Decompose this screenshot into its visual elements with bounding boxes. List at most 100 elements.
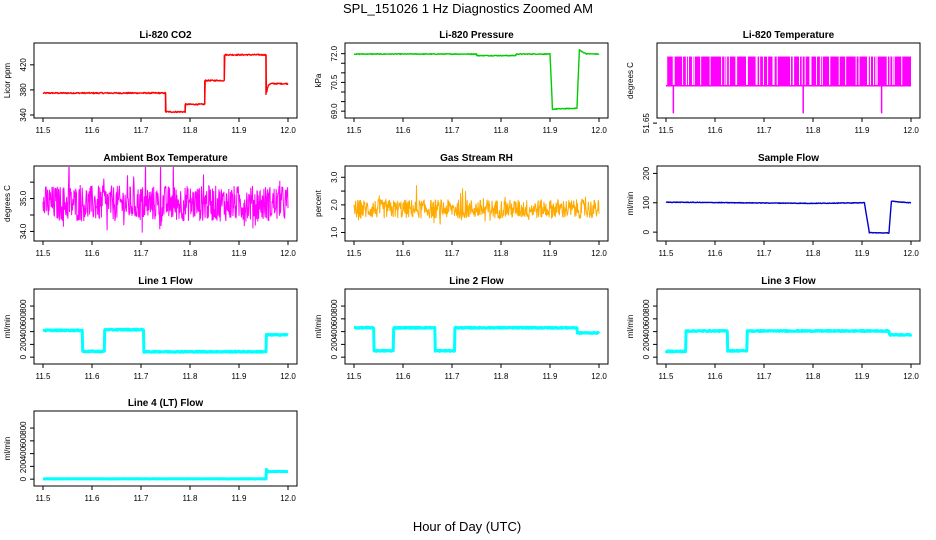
series-line: [42, 468, 289, 481]
y-axis-label: kPa: [314, 73, 323, 87]
series-line: [42, 53, 289, 114]
x-tick-label: 12.0: [591, 249, 607, 258]
x-tick-label: 11.9: [543, 372, 559, 381]
y-tick-label: 420: [19, 58, 28, 72]
x-tick-label: 11.8: [183, 249, 199, 258]
x-tick-label: 11.8: [806, 372, 822, 381]
panel-title: Li-820 Pressure: [439, 30, 514, 41]
y-tick-label: 400: [330, 324, 339, 338]
x-tick-label: 11.8: [494, 126, 510, 135]
x-tick-label: 11.5: [36, 249, 52, 258]
y-tick-label: 69.0: [330, 103, 339, 119]
x-tick-label: 11.7: [757, 249, 773, 258]
x-tick-label: 11.5: [36, 126, 52, 135]
y-tick-label: 0: [19, 354, 28, 359]
x-tick-label: 11.8: [806, 249, 822, 258]
y-tick-label: 600: [19, 312, 28, 326]
chart-panel-9: Line 4 (LT) Flow 11.5 11.6 11.7 11.8 11.9 12.0…: [3, 398, 298, 503]
y-tick-label: 100: [642, 196, 651, 210]
x-tick-label: 11.9: [232, 494, 248, 503]
x-tick-label: 11.7: [134, 494, 150, 503]
series-line: [353, 325, 601, 353]
chart-panel-5: Sample Flow 11.5 11.6 11.7 11.8 11.9 12.0 0 100 2…: [626, 153, 921, 258]
x-tick-label: 12.0: [903, 249, 919, 258]
x-tick-label: 11.5: [36, 372, 52, 381]
y-tick-label: 340: [19, 108, 28, 122]
y-axis-label: ml/min: [626, 192, 635, 216]
figure-xlabel: Hour of Day (UTC): [413, 519, 521, 534]
plot-frame: [344, 42, 609, 119]
plot-frame: [344, 165, 609, 242]
x-tick-label: 11.8: [183, 372, 199, 381]
x-tick-label: 11.6: [85, 126, 101, 135]
y-axis-label: ml/min: [3, 437, 12, 461]
x-tick-label: 11.6: [708, 249, 724, 258]
y-tick-label: 600: [330, 312, 339, 326]
y-tick-label: 200: [330, 337, 339, 351]
chart-panel-4: Gas Stream RH 11.5 11.6 11.7 11.8 11.9 12.0 1.0…: [314, 153, 609, 258]
y-tick-label: 800: [19, 421, 28, 435]
chart-panel-3: Ambient Box Temperature 11.5 11.6 11.7 11.8 1…: [3, 153, 298, 258]
x-tick-label: 11.6: [85, 372, 101, 381]
y-tick-label: 72.0: [330, 45, 339, 61]
y-tick-label: 200: [19, 459, 28, 473]
x-tick-label: 12.0: [903, 126, 919, 135]
x-tick-label: 11.5: [347, 249, 363, 258]
y-tick-label: 70.5: [330, 74, 339, 90]
series-line: [665, 200, 912, 234]
x-tick-label: 11.8: [494, 372, 510, 381]
y-tick-label: 1.0: [330, 226, 339, 238]
series-line: [42, 167, 289, 233]
y-tick-label: 800: [642, 299, 651, 313]
y-tick-label: 400: [642, 324, 651, 338]
y-axis-label: degrees C: [626, 62, 635, 99]
data-layer: [42, 327, 289, 354]
x-tick-label: 11.6: [396, 372, 412, 381]
x-tick-label: 11.9: [232, 126, 248, 135]
series-line: [664, 329, 913, 354]
y-tick-label: 0: [19, 476, 28, 481]
x-tick-label: 11.8: [183, 494, 199, 503]
x-tick-label: 11.9: [855, 249, 871, 258]
x-tick-label: 12.0: [591, 372, 607, 381]
x-tick-label: 12.0: [280, 372, 296, 381]
x-tick-label: 11.9: [232, 249, 248, 258]
plot-frame: [33, 165, 298, 242]
data-layer: [664, 329, 913, 354]
x-tick-label: 11.7: [134, 372, 150, 381]
y-tick-label: 3.0: [330, 171, 339, 183]
x-tick-label: 11.7: [445, 126, 461, 135]
data-layer: [665, 56, 911, 114]
x-tick-label: 11.6: [85, 249, 101, 258]
y-tick-label: 2.0: [330, 199, 339, 211]
x-tick-label: 11.7: [134, 126, 150, 135]
panel-title: Sample Flow: [758, 153, 819, 164]
x-tick-label: 11.8: [183, 126, 199, 135]
plot-frame: [656, 42, 921, 119]
x-tick-label: 12.0: [903, 372, 919, 381]
data-layer: [42, 167, 289, 233]
y-tick-label: 0: [642, 354, 651, 359]
panel-title: Line 3 Flow: [761, 276, 816, 287]
chart-panel-7: Line 2 Flow 11.5 11.6 11.7 11.8 11.9 12.0 0 2004…: [314, 276, 609, 381]
y-tick-label: 200: [19, 337, 28, 351]
panel-title: Li-820 Temperature: [743, 30, 835, 41]
y-tick-label: 51.65: [642, 113, 651, 134]
y-axis-label: Licor ppm: [3, 63, 12, 98]
x-tick-label: 11.7: [757, 372, 773, 381]
y-axis-label: percent: [314, 189, 323, 216]
y-tick-label: 380: [19, 83, 28, 97]
x-tick-label: 12.0: [280, 249, 296, 258]
x-tick-label: 11.7: [445, 249, 461, 258]
plot-frame: [33, 42, 298, 119]
y-tick-label: 400: [19, 446, 28, 460]
chart-panel-6: Line 1 Flow 11.5 11.6 11.7 11.8 11.9 12.0 0 2004…: [3, 276, 298, 381]
x-tick-label: 11.9: [855, 126, 871, 135]
y-axis-label: degrees C: [3, 185, 12, 222]
figure-title: SPL_151026 1 Hz Diagnostics Zoomed AM: [343, 1, 593, 16]
x-tick-label: 11.9: [543, 126, 559, 135]
data-layer: [353, 49, 600, 111]
panel-title: Gas Stream RH: [440, 153, 513, 164]
x-tick-label: 11.6: [708, 372, 724, 381]
x-tick-label: 11.7: [757, 126, 773, 135]
